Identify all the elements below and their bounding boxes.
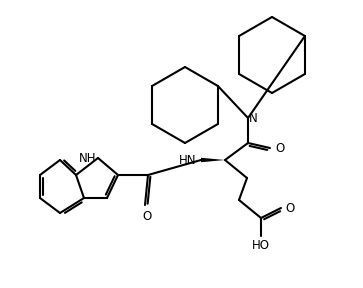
Text: NH: NH — [78, 151, 96, 164]
Text: O: O — [275, 141, 284, 154]
Text: O: O — [142, 210, 152, 223]
Text: O: O — [285, 202, 294, 215]
Text: N: N — [249, 111, 258, 124]
Text: HN: HN — [179, 154, 196, 166]
Text: HO: HO — [252, 239, 270, 252]
Polygon shape — [201, 158, 225, 162]
